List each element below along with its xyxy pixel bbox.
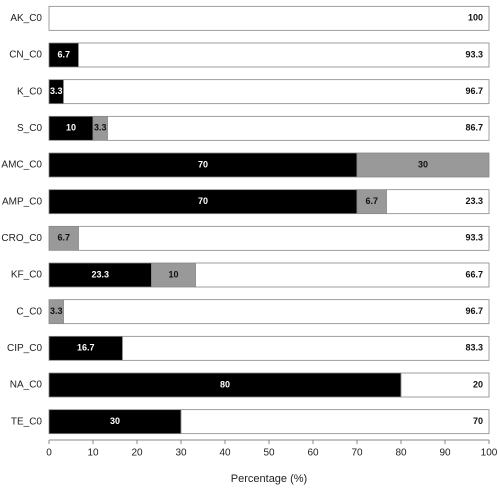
x-tick-label: 30: [175, 448, 187, 459]
data-label: 30: [110, 416, 120, 426]
bar-segment: [48, 5, 490, 31]
data-label: 70: [198, 196, 208, 206]
y-tick-label: AMP_C0: [2, 196, 42, 207]
x-tick-label: 20: [131, 448, 143, 459]
x-tick-label: 10: [87, 448, 99, 459]
x-tick-label: 40: [219, 448, 231, 459]
data-label: 6.7: [365, 196, 378, 206]
bar-segment: [400, 372, 490, 398]
bar-segment: [356, 189, 387, 215]
y-tick-label: AK_C0: [10, 13, 42, 24]
data-label: 66.7: [465, 269, 483, 279]
x-tick-label: 90: [439, 448, 451, 459]
data-label: 100: [468, 13, 483, 23]
y-tick-label: KF_C0: [11, 270, 43, 281]
data-label: 86.7: [465, 123, 483, 133]
bar-segment: [48, 372, 402, 398]
data-label: 6.7: [57, 233, 70, 243]
data-label: 23.3: [465, 196, 483, 206]
bar-segment: [107, 115, 490, 141]
data-label: 96.7: [465, 86, 483, 96]
data-label: 83.3: [465, 343, 483, 353]
x-tick-label: 80: [395, 448, 407, 459]
data-label: 3.3: [94, 123, 107, 133]
bar-segment: [48, 42, 79, 68]
data-label: 6.7: [57, 49, 70, 59]
data-label: 80: [220, 379, 230, 389]
y-tick-label: NA_C0: [10, 380, 43, 391]
data-label: 70: [198, 159, 208, 169]
data-label: 93.3: [465, 233, 483, 243]
bar-segment: [122, 335, 490, 361]
y-tick-label: AMC_C0: [1, 160, 42, 171]
data-label: 96.7: [465, 306, 483, 316]
y-tick-label: CN_C0: [9, 50, 42, 61]
x-tick-label: 60: [307, 448, 319, 459]
data-label: 30: [418, 159, 428, 169]
x-tick-label: 70: [351, 448, 363, 459]
y-tick-label: K_C0: [17, 86, 42, 97]
x-tick-label: 0: [46, 448, 52, 459]
x-tick-label: 50: [263, 448, 275, 459]
data-label: 10: [66, 123, 76, 133]
bar-segment: [63, 79, 490, 105]
data-label: 3.3: [50, 86, 63, 96]
bar-segment: [195, 262, 490, 288]
y-tick-label: C_C0: [16, 306, 42, 317]
bar-segment: [78, 42, 490, 68]
x-tick-label: 100: [481, 448, 498, 459]
y-tick-label: CRO_C0: [1, 233, 42, 244]
bar-segment: [48, 225, 79, 251]
data-label: 20: [473, 379, 483, 389]
bar-segment: [78, 225, 490, 251]
data-label: 93.3: [465, 49, 483, 59]
y-tick-label: TE_C0: [11, 416, 43, 427]
data-label: 10: [169, 269, 179, 279]
data-label: 3.3: [50, 306, 63, 316]
data-label: 23.3: [91, 269, 109, 279]
bar-segment: [48, 152, 358, 178]
data-label: 16.7: [77, 343, 95, 353]
bar-segment: [180, 409, 490, 435]
bar-segment: [63, 299, 490, 325]
x-axis-label: Percentage (%): [231, 473, 307, 485]
y-tick-label: S_C0: [17, 123, 42, 134]
y-tick-label: CIP_C0: [7, 343, 42, 354]
bar-segment: [386, 189, 490, 215]
bar-segment: [48, 335, 123, 361]
bar-segment: [151, 262, 196, 288]
bar-segment: [48, 409, 182, 435]
data-label: 70: [473, 416, 483, 426]
bar-segment: [356, 152, 490, 178]
